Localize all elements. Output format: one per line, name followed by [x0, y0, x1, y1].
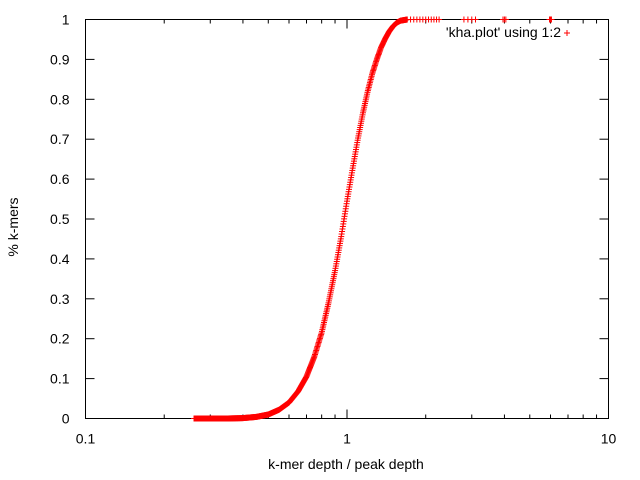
y-tick-label: 0.2: [50, 331, 70, 347]
y-axis-label: % k-mers: [5, 197, 21, 256]
data-point: [436, 16, 443, 23]
axis-ticks: [85, 19, 609, 419]
y-tick-label: 0.8: [50, 91, 70, 107]
y-tick-label: 0: [62, 411, 70, 427]
y-tick-label: 0.4: [50, 251, 70, 267]
data-point: [548, 16, 555, 23]
y-tick-label: 0.5: [50, 211, 70, 227]
y-tick-label: 0.9: [50, 51, 70, 67]
data-point: [407, 16, 414, 23]
data-point: [419, 16, 426, 23]
y-tick-label: 0.6: [50, 171, 70, 187]
x-tick-label: 10: [601, 431, 617, 447]
legend-marker-plus: [564, 30, 570, 36]
y-tick-label: 1: [62, 12, 70, 28]
data-point: [468, 16, 475, 23]
y-tick-label: 0.1: [50, 371, 70, 387]
legend: 'kha.plot' using 1:2: [446, 24, 570, 40]
y-tick-label: 0.7: [50, 131, 70, 147]
data-point: [430, 16, 437, 23]
axis-tick-labels: 0 0.1 0.2 0.3 0.4 0.5 0.6 0.7 0.8 0.9 1 0.1 1 10: [50, 12, 616, 447]
legend-label: 'kha.plot' using 1:2: [446, 24, 561, 40]
legend-marker: [564, 30, 570, 36]
x-axis-label: k-mer depth / peak depth: [268, 456, 424, 472]
data-series-kha-plot: [191, 16, 555, 422]
data-point: [502, 16, 509, 23]
y-tick-label: 0.3: [50, 291, 70, 307]
x-tick-label: 1: [343, 431, 351, 447]
x-tick-label: 0.1: [76, 431, 96, 447]
